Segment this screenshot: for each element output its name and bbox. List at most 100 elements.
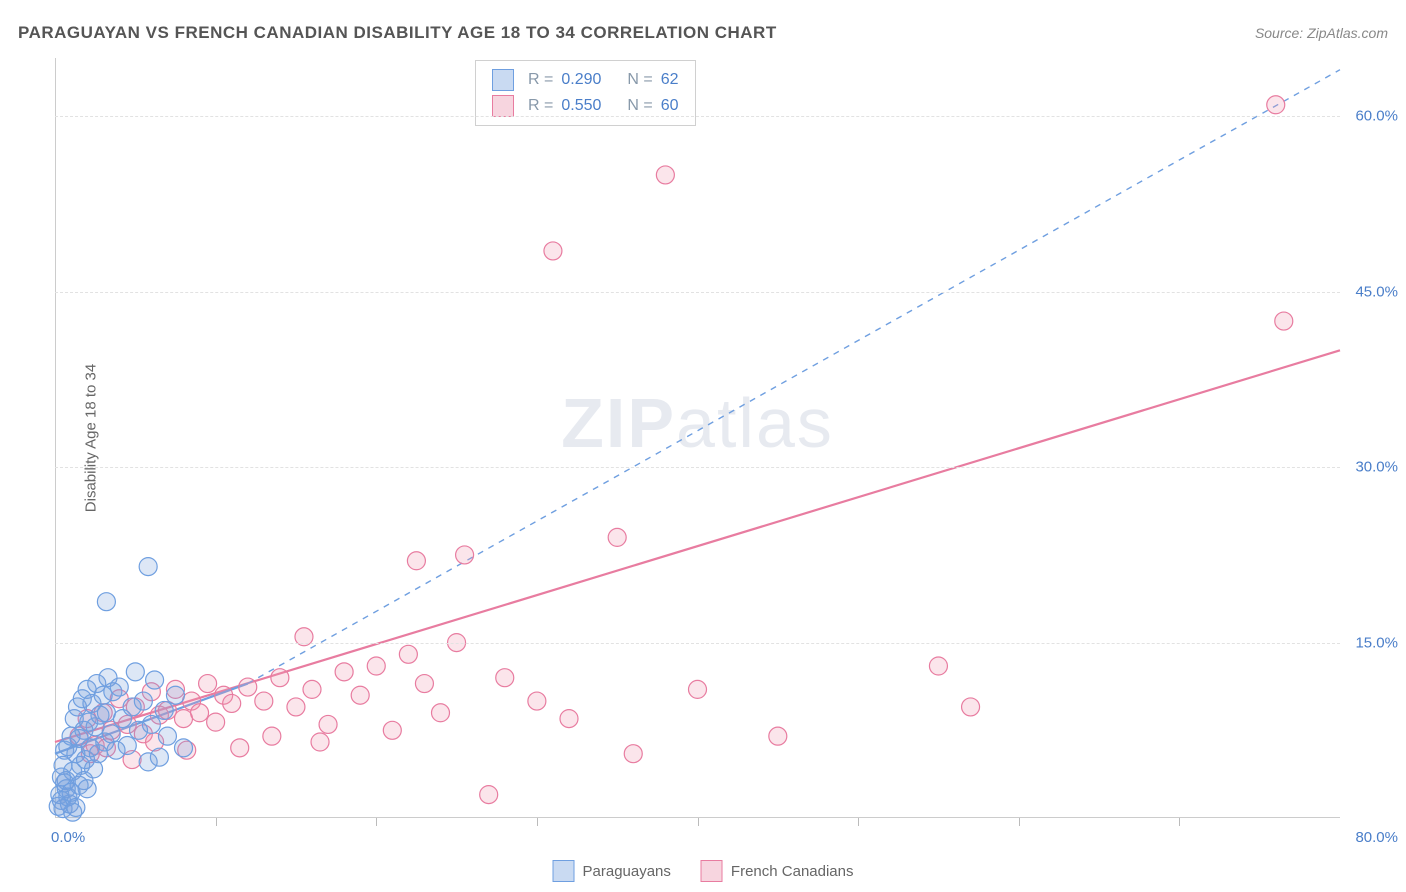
scatter-point xyxy=(207,713,225,731)
scatter-point xyxy=(367,657,385,675)
scatter-point xyxy=(407,552,425,570)
scatter-point xyxy=(263,727,281,745)
r-label-blue: R = xyxy=(528,71,553,89)
scatter-point xyxy=(146,671,164,689)
x-tick xyxy=(858,818,859,826)
n-label-pink: N = xyxy=(627,97,652,115)
stats-row-blue: R = 0.290 N = 62 xyxy=(492,67,679,93)
gridline-h xyxy=(55,643,1340,644)
scatter-point xyxy=(175,710,193,728)
bottom-legend: Paraguayans French Canadians xyxy=(553,860,854,882)
source-label: Source: xyxy=(1255,25,1303,41)
x-tick xyxy=(1179,818,1180,826)
scatter-point xyxy=(271,669,289,687)
scatter-point xyxy=(102,725,120,743)
gridline-h xyxy=(55,292,1340,293)
scatter-point xyxy=(480,786,498,804)
legend-label-blue: Paraguayans xyxy=(583,863,671,880)
scatter-point xyxy=(1267,96,1285,114)
chart-header: PARAGUAYAN VS FRENCH CANADIAN DISABILITY… xyxy=(18,18,1388,48)
gridline-h xyxy=(55,467,1340,468)
r-label-pink: R = xyxy=(528,97,553,115)
source-attribution: Source: ZipAtlas.com xyxy=(1255,25,1388,41)
scatter-point xyxy=(110,678,128,696)
scatter-point xyxy=(287,698,305,716)
scatter-point xyxy=(49,797,67,815)
scatter-point xyxy=(223,694,241,712)
scatter-point xyxy=(929,657,947,675)
y-tick-label: 30.0% xyxy=(1355,459,1398,476)
scatter-point xyxy=(78,780,96,798)
scatter-point xyxy=(1275,312,1293,330)
r-value-blue: 0.290 xyxy=(561,71,601,89)
chart-title: PARAGUAYAN VS FRENCH CANADIAN DISABILITY… xyxy=(18,23,777,43)
scatter-point xyxy=(769,727,787,745)
scatter-point xyxy=(97,704,115,722)
scatter-point xyxy=(624,745,642,763)
y-tick-label: 45.0% xyxy=(1355,283,1398,300)
swatch-pink xyxy=(492,95,514,117)
legend-item-blue: Paraguayans xyxy=(553,860,671,882)
x-tick xyxy=(216,818,217,826)
scatter-point xyxy=(150,748,168,766)
plot-area: Disability Age 18 to 34 ZIPatlas R = 0.2… xyxy=(55,58,1340,818)
chart-svg xyxy=(55,58,1340,818)
regression-line xyxy=(248,70,1340,684)
scatter-point xyxy=(191,704,209,722)
legend-item-pink: French Canadians xyxy=(701,860,854,882)
y-tick-label: 60.0% xyxy=(1355,108,1398,125)
scatter-point xyxy=(351,686,369,704)
x-tick xyxy=(537,818,538,826)
scatter-point xyxy=(231,739,249,757)
scatter-point xyxy=(383,721,401,739)
source-value: ZipAtlas.com xyxy=(1307,25,1388,41)
scatter-point xyxy=(689,680,707,698)
scatter-point xyxy=(399,645,417,663)
scatter-point xyxy=(432,704,450,722)
scatter-point xyxy=(415,675,433,693)
n-label-blue: N = xyxy=(627,71,652,89)
x-max-label: 80.0% xyxy=(1355,829,1398,846)
scatter-point xyxy=(319,715,337,733)
scatter-point xyxy=(166,686,184,704)
scatter-point xyxy=(496,669,514,687)
scatter-point xyxy=(142,715,160,733)
scatter-point xyxy=(311,733,329,751)
plot-inner: ZIPatlas R = 0.290 N = 62 R = 0.550 N = … xyxy=(55,58,1340,818)
r-value-pink: 0.550 xyxy=(561,97,601,115)
scatter-point xyxy=(656,166,674,184)
scatter-point xyxy=(199,675,217,693)
scatter-point xyxy=(67,798,85,816)
n-value-pink: 60 xyxy=(661,97,679,115)
scatter-point xyxy=(528,692,546,710)
x-tick xyxy=(376,818,377,826)
stats-row-pink: R = 0.550 N = 60 xyxy=(492,93,679,119)
scatter-point xyxy=(239,678,257,696)
scatter-point xyxy=(134,692,152,710)
scatter-point xyxy=(126,663,144,681)
scatter-point xyxy=(560,710,578,728)
scatter-point xyxy=(608,528,626,546)
legend-swatch-blue xyxy=(553,860,575,882)
scatter-point xyxy=(544,242,562,260)
n-value-blue: 62 xyxy=(661,71,679,89)
scatter-point xyxy=(139,558,157,576)
scatter-point xyxy=(335,663,353,681)
scatter-point xyxy=(97,593,115,611)
scatter-point xyxy=(456,546,474,564)
swatch-blue xyxy=(492,69,514,91)
gridline-h xyxy=(55,116,1340,117)
x-min-label: 0.0% xyxy=(51,829,85,846)
scatter-point xyxy=(303,680,321,698)
legend-swatch-pink xyxy=(701,860,723,882)
legend-label-pink: French Canadians xyxy=(731,863,854,880)
x-tick xyxy=(1019,818,1020,826)
y-tick-label: 15.0% xyxy=(1355,634,1398,651)
scatter-point xyxy=(118,737,136,755)
x-tick xyxy=(698,818,699,826)
scatter-point xyxy=(255,692,273,710)
scatter-point xyxy=(52,768,70,786)
scatter-point xyxy=(175,739,193,757)
scatter-point xyxy=(962,698,980,716)
scatter-point xyxy=(155,701,173,719)
